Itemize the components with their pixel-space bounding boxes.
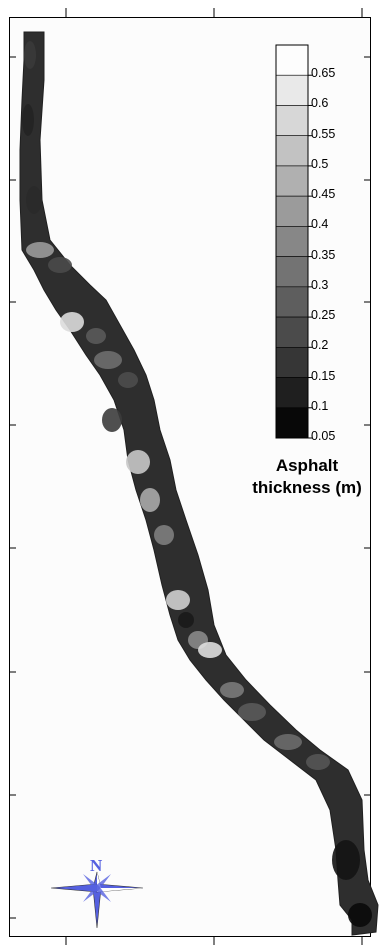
legend-title: Asphalt thickness (m) [252, 455, 362, 499]
thickness-patch [178, 612, 194, 628]
thickness-patch [348, 903, 372, 927]
legend-value-label: 0.2 [311, 338, 329, 353]
thickness-patch [24, 41, 36, 69]
legend-swatch [275, 135, 309, 167]
legend-swatch [275, 286, 309, 318]
legend-swatch [275, 316, 309, 348]
thickness-patch [126, 450, 150, 474]
thickness-patch [198, 642, 222, 658]
compass-rose-icon [50, 871, 144, 929]
thickness-patch [332, 840, 360, 880]
axis-ticks [9, 8, 371, 945]
legend-swatch [275, 347, 309, 378]
thickness-patch [274, 734, 302, 750]
legend-value-label: 0.5 [311, 156, 329, 171]
thickness-patch [86, 328, 106, 344]
legend-value-label: 0.4 [311, 217, 329, 232]
legend-value-label: 0.35 [311, 247, 336, 262]
road-strip [19, 31, 379, 936]
legend-swatch [275, 74, 309, 106]
legend-value-label: 0.15 [311, 368, 336, 383]
legend-swatch [275, 407, 309, 439]
legend-swatch [275, 195, 309, 227]
thickness-patch [60, 312, 84, 332]
thickness-patch [220, 682, 244, 698]
legend-swatch [275, 256, 309, 288]
legend-swatch [275, 105, 309, 136]
thickness-patch [118, 372, 138, 388]
legend-swatch [275, 165, 309, 197]
compass-diagonal [95, 886, 111, 902]
legend-outline [275, 44, 309, 439]
legend-title-line2: thickness (m) [252, 478, 362, 497]
thickness-patch [26, 186, 42, 214]
legend-value-label: 0.3 [311, 277, 329, 292]
thickness-patch [94, 351, 122, 369]
legend-value-label: 0.1 [311, 398, 329, 413]
map-frame [9, 17, 371, 937]
compass-north-label: N [90, 856, 103, 875]
legend-value-label: 0.45 [311, 187, 336, 202]
thickness-patch [166, 590, 190, 610]
legend-value-label: 0.55 [311, 126, 336, 141]
legend-value-label: 0.6 [311, 96, 329, 111]
legend-swatch [275, 226, 309, 257]
thickness-patch [154, 525, 174, 545]
thickness-patch [22, 104, 34, 136]
thickness-patch [102, 408, 122, 432]
thickness-patch [306, 754, 330, 770]
legend-value-label: 0.25 [311, 308, 336, 323]
thickness-patch [140, 488, 160, 512]
legend-value-label: 0.05 [311, 429, 336, 443]
thickness-patch [238, 703, 266, 721]
legend-swatch [275, 377, 309, 409]
legend-value-label: 0.65 [311, 66, 336, 81]
legend-color-bar [275, 44, 312, 439]
legend-title-line1: Asphalt [275, 456, 339, 475]
compass-highlight [97, 888, 143, 892]
thickness-patch [26, 242, 54, 258]
thickness-patch [48, 257, 72, 273]
legend-swatch [275, 44, 309, 76]
